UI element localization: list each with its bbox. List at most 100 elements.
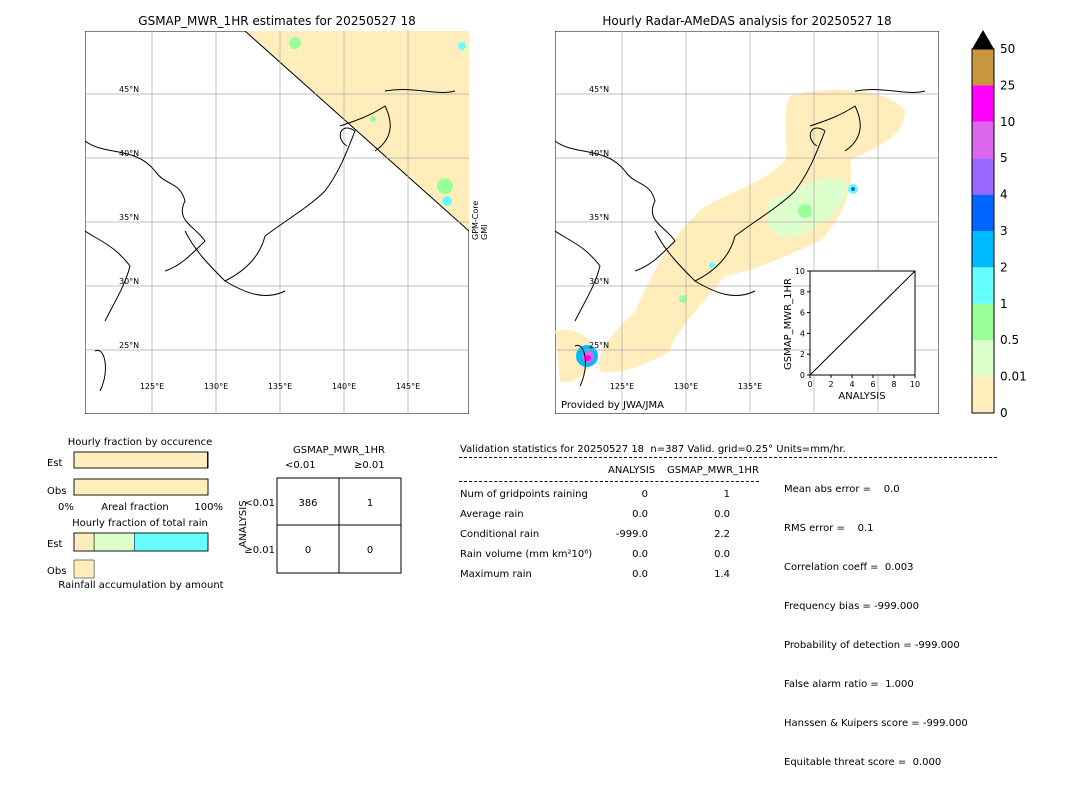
scatter-xtick-4: 8 [891, 380, 896, 389]
validation-scores: Mean abs error = 0.0 RMS error = 0.1 Cor… [784, 462, 1024, 785]
scatter-xlabel: ANALYSIS [838, 391, 885, 402]
right-lat-30: 30°N [589, 277, 609, 286]
scatter-ytick-4: 8 [800, 288, 805, 297]
occurrence-est-label: Est [47, 458, 63, 469]
row-conditional: Conditional rain -999.0 2.2 [460, 529, 730, 540]
colorbar-seg-0 [972, 49, 994, 86]
contingency-table: 386 1 0 0 <0.01 ≥0.01 ANALYSIS [238, 477, 402, 574]
cell-1-1: 0 [367, 545, 373, 556]
colorbar-label-10: 0 [1000, 406, 1008, 420]
score-rmse: RMS error = 0.1 [784, 523, 874, 534]
colorbar-seg-2 [972, 121, 994, 159]
right-map-title: Hourly Radar-AMeDAS analysis for 2025052… [602, 14, 892, 28]
right-lon-130: 130°E [674, 382, 698, 391]
colorbar-seg-1 [972, 85, 994, 122]
scatter-ytick-3: 6 [800, 309, 805, 318]
validation-rows: Num of gridpoints raining 0 1 Average ra… [460, 489, 760, 589]
right-lat-25: 25°N [589, 341, 609, 350]
score-hk: Hanssen & Kuipers score = -999.000 [784, 718, 968, 729]
cell-0-0: 386 [298, 498, 317, 509]
colorbar-seg-6 [972, 267, 994, 304]
occurrence-x-label: Areal fraction [101, 502, 168, 513]
scatter-ylabel: GSMAP_MWR_1HR [783, 278, 794, 370]
score-mae: Mean abs error = 0.0 [784, 484, 900, 495]
colorbar-label-2: 10 [1000, 115, 1015, 129]
right-lat-35: 35°N [589, 213, 609, 222]
contingency-col-ge: ≥0.01 [354, 460, 385, 471]
colorbar-label-1: 25 [1000, 78, 1015, 92]
row-average: Average rain 0.0 0.0 [460, 509, 730, 520]
scatter-xtick-2: 4 [849, 380, 854, 389]
validation-col-divider [459, 481, 759, 482]
colorbar-label-7: 1 [1000, 297, 1008, 311]
scatter-ytick-0: 0 [800, 371, 805, 380]
right-map-credit: Provided by JWA/JMA [561, 400, 664, 411]
left-lat-45: 45°N [119, 85, 139, 94]
total-rain-est-label: Est [47, 539, 63, 550]
scatter-xtick-3: 6 [870, 380, 875, 389]
svg-text:GMI: GMI [480, 225, 489, 240]
validation-header: Validation statistics for 20250527 18 n=… [460, 444, 846, 455]
right-coverage-area [599, 89, 905, 373]
total-rain-obs-label: Obs [47, 566, 66, 577]
scatter-xtick-1: 2 [828, 380, 833, 389]
scatter-ytick-5: 10 [795, 267, 805, 276]
row-gridpoints: Num of gridpoints raining 0 1 [460, 489, 730, 500]
colorbar-seg-3 [972, 158, 994, 195]
left-lat-25: 25°N [119, 341, 139, 350]
right-map-coastline [555, 89, 926, 387]
left-lat-35: 35°N [119, 213, 139, 222]
total-rain-bar-0-2 [134, 532, 209, 552]
total-rain-footer: Rainfall accumulation by amount [58, 580, 224, 591]
occurrence-title: Hourly fraction by occurence [67, 437, 213, 448]
left-map-coastline [85, 89, 456, 392]
scatter-ytick-1: 2 [800, 350, 805, 359]
total-rain-chart: Est Obs [47, 532, 209, 579]
total-rain-bar-0-1 [93, 532, 135, 552]
scatter-ytick-2: 4 [800, 329, 805, 338]
total-rain-bar-0-0 [73, 532, 95, 552]
colorbar-label-0: 50 [1000, 42, 1015, 56]
occurrence-obs-label: Obs [47, 486, 66, 497]
right-lat-45: 45°N [589, 85, 609, 94]
right-lon-125: 125°E [610, 382, 634, 391]
contingency-title: GSMAP_MWR_1HR [293, 445, 385, 456]
colorbar-label-3: 5 [1000, 151, 1008, 165]
left-map: 45°N 40°N 35°N 30°N 25°N 125°E 130°E 135… [85, 31, 469, 414]
score-pod: Probability of detection = -999.000 [784, 640, 960, 651]
colorbar-label-4: 4 [1000, 188, 1008, 202]
scatter-xtick-5: 10 [910, 380, 920, 389]
colorbar: 50 25 10 5 4 3 2 1 0.5 0.01 0 [971, 30, 1026, 420]
occurrence-bar-0-0 [73, 451, 208, 469]
left-lat-30: 30°N [119, 277, 139, 286]
colorbar-extend-arrow [972, 30, 994, 49]
colorbar-seg-7 [972, 303, 994, 341]
contingency-row-axis: ANALYSIS [238, 500, 249, 547]
occurrence-bar-1-0 [73, 478, 209, 496]
contingency-col-lt: <0.01 [285, 460, 316, 471]
occurrence-x-max: 100% [194, 502, 223, 513]
left-lon-140: 140°E [332, 382, 356, 391]
validation-col-analysis: ANALYSIS [608, 465, 656, 476]
colorbar-seg-5 [972, 231, 994, 268]
colorbar-label-9: 0.01 [1000, 370, 1026, 384]
left-map-title: GSMAP_MWR_1HR estimates for 20250527 18 [138, 14, 416, 28]
right-lon-135: 135°E [738, 382, 762, 391]
total-rain-bar-1-0 [73, 559, 95, 579]
score-corr: Correlation coeff = 0.003 [784, 562, 914, 573]
left-map-grid [85, 31, 469, 414]
score-ets: Equitable threat score = 0.000 [784, 757, 942, 768]
occurrence-chart: Est Obs 0% Areal fraction 100% [47, 451, 223, 513]
colorbar-label-8: 0.5 [1000, 333, 1019, 347]
colorbar-label-6: 2 [1000, 260, 1008, 274]
score-bias: Frequency bias = -999.000 [784, 601, 919, 612]
cell-0-1: 1 [367, 498, 373, 509]
left-lat-40: 40°N [119, 149, 139, 158]
left-lon-130: 130°E [204, 382, 228, 391]
total-rain-title: Hourly fraction of total rain [72, 518, 208, 529]
swath-label: GPM-Core GMI [471, 201, 489, 240]
left-lon-125: 125°E [140, 382, 164, 391]
right-lat-40: 40°N [589, 149, 609, 158]
scatter-xtick-0: 0 [807, 380, 812, 389]
svg-text:GPM-Core: GPM-Core [471, 201, 480, 240]
